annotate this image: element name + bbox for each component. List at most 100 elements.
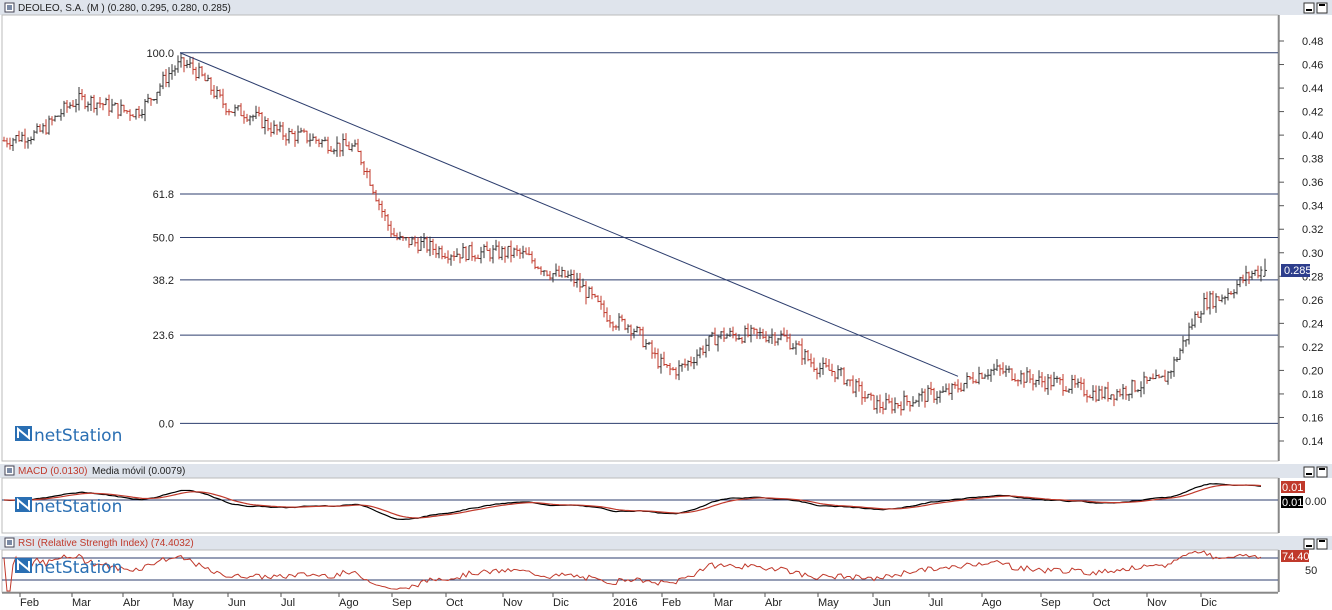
x-tick-label: Feb	[662, 597, 681, 609]
price-bar	[1214, 293, 1218, 313]
price-bar	[74, 98, 78, 113]
y-tick-label: 0.20	[1302, 365, 1323, 377]
price-bar	[929, 381, 933, 395]
price-bar	[119, 99, 123, 117]
price-bar	[422, 233, 426, 249]
price-bar	[287, 127, 291, 144]
price-bar	[1076, 378, 1080, 388]
price-bar	[245, 113, 249, 123]
fib-label: 38.2	[153, 275, 174, 287]
price-plot-area	[1, 14, 1279, 462]
price-bar	[806, 350, 810, 362]
price-bar	[596, 295, 600, 303]
price-bar	[767, 335, 771, 344]
price-bar	[263, 116, 267, 135]
price-bar	[935, 391, 939, 405]
price-bar	[95, 102, 99, 116]
price-bar	[140, 109, 144, 119]
price-bar	[824, 357, 828, 368]
price-bar	[17, 130, 21, 142]
price-bar	[323, 136, 327, 142]
price-bar	[401, 235, 405, 241]
price-bar	[38, 124, 42, 133]
price-bar	[932, 387, 936, 403]
macd-maximize-icon[interactable]	[1316, 466, 1328, 478]
price-bar	[395, 232, 399, 241]
rsi-maximize-icon[interactable]	[1316, 538, 1328, 550]
price-bar	[614, 324, 618, 330]
rsi-minimize-icon[interactable]	[1303, 538, 1315, 550]
price-bar	[398, 231, 402, 241]
price-bar	[296, 125, 300, 144]
rsi-panel: RSI (Relative Strength Index) (74.4032) …	[0, 536, 1332, 593]
price-bar	[68, 102, 72, 109]
price-bar	[200, 66, 204, 77]
price-bar	[1250, 270, 1254, 280]
trendline[interactable]	[179, 52, 959, 377]
x-tick-label: Ago	[982, 597, 1002, 609]
price-bar	[1229, 291, 1233, 296]
price-bar	[44, 119, 48, 135]
price-bar	[1112, 394, 1116, 407]
price-bar	[14, 135, 18, 144]
price-bar	[725, 333, 729, 339]
y-tick-label: 0.32	[1302, 224, 1323, 236]
price-bar	[746, 323, 750, 338]
price-bar	[815, 367, 819, 380]
price-bar	[173, 65, 177, 76]
price-bar	[1019, 370, 1023, 385]
x-tick-label: May	[818, 597, 839, 609]
price-bar	[890, 397, 894, 414]
price-bar	[455, 248, 459, 258]
price-bar	[734, 332, 738, 342]
price-bar	[899, 401, 903, 416]
price-bar	[344, 133, 348, 147]
price-bar	[104, 97, 108, 106]
price-bar	[986, 369, 990, 380]
price-bar	[338, 142, 342, 157]
price-bar	[182, 57, 186, 73]
price-bar	[1055, 375, 1059, 383]
macd-signal-line	[3, 484, 1262, 519]
price-bar	[674, 367, 678, 380]
price-bar	[809, 353, 813, 368]
price-bar	[650, 340, 654, 359]
price-bar	[233, 104, 237, 117]
price-bar	[257, 106, 261, 117]
price-bar	[527, 247, 531, 256]
price-bar	[227, 108, 231, 116]
price-bar	[332, 148, 336, 155]
price-bar	[1046, 374, 1050, 395]
price-bar	[878, 394, 882, 413]
price-bar	[1202, 292, 1206, 315]
price-bar	[833, 371, 837, 383]
price-bar	[32, 130, 36, 141]
price-bar	[440, 245, 444, 260]
minimize-icon[interactable]	[1303, 2, 1315, 14]
macd-signal-tag-value: 0.01	[1282, 497, 1303, 509]
macd-line	[3, 483, 1262, 520]
netstation-logo-macd: netStation	[15, 497, 122, 517]
price-bar	[671, 366, 675, 371]
price-bar	[653, 347, 657, 359]
price-bar	[980, 372, 984, 379]
x-tick-label: Abr	[765, 597, 782, 609]
price-bar	[857, 377, 861, 392]
price-bar	[1013, 373, 1017, 382]
price-bar	[1115, 389, 1119, 401]
price-bar	[359, 150, 363, 166]
macd-minimize-icon[interactable]	[1303, 466, 1315, 478]
price-bar	[602, 300, 606, 318]
maximize-icon[interactable]	[1316, 2, 1328, 14]
price-bar	[908, 401, 912, 412]
price-bar	[449, 254, 453, 266]
price-bar	[251, 114, 255, 122]
price-bar	[1025, 367, 1029, 383]
price-bar	[20, 131, 24, 142]
price-bar	[608, 315, 612, 328]
price-bar	[1028, 369, 1032, 384]
price-bar	[575, 272, 579, 288]
price-bar	[50, 116, 54, 126]
price-bar	[317, 138, 321, 148]
price-bar	[56, 115, 60, 117]
